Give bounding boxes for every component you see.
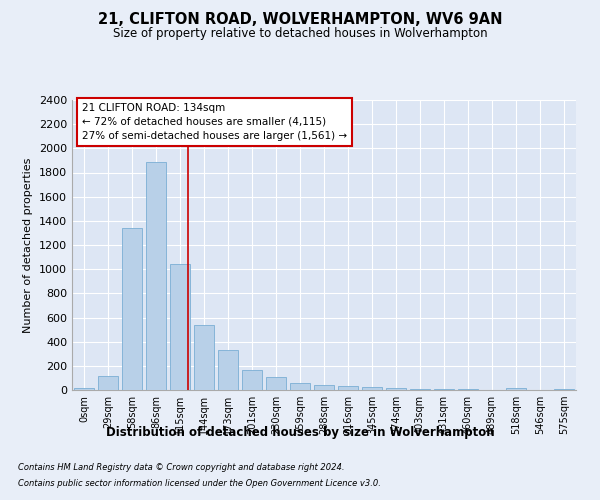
Bar <box>194 325 214 390</box>
Bar <box>146 162 166 390</box>
Text: Size of property relative to detached houses in Wolverhampton: Size of property relative to detached ho… <box>113 28 487 40</box>
Text: 21 CLIFTON ROAD: 134sqm
← 72% of detached houses are smaller (4,115)
27% of semi: 21 CLIFTON ROAD: 134sqm ← 72% of detache… <box>82 103 347 141</box>
Bar <box>338 386 358 390</box>
Bar <box>122 228 142 390</box>
Bar <box>266 376 286 390</box>
Bar <box>554 389 574 390</box>
Bar <box>170 264 190 390</box>
Text: Contains HM Land Registry data © Crown copyright and database right 2024.: Contains HM Land Registry data © Crown c… <box>18 464 344 472</box>
Bar <box>290 383 310 390</box>
Bar <box>74 388 94 390</box>
Bar <box>98 376 118 390</box>
Text: 21, CLIFTON ROAD, WOLVERHAMPTON, WV6 9AN: 21, CLIFTON ROAD, WOLVERHAMPTON, WV6 9AN <box>98 12 502 28</box>
Bar <box>410 389 430 390</box>
Bar <box>314 385 334 390</box>
Y-axis label: Number of detached properties: Number of detached properties <box>23 158 34 332</box>
Bar <box>218 350 238 390</box>
Text: Contains public sector information licensed under the Open Government Licence v3: Contains public sector information licen… <box>18 478 381 488</box>
Bar <box>362 387 382 390</box>
Bar <box>506 388 526 390</box>
Text: Distribution of detached houses by size in Wolverhampton: Distribution of detached houses by size … <box>106 426 494 439</box>
Bar <box>242 370 262 390</box>
Bar <box>386 388 406 390</box>
